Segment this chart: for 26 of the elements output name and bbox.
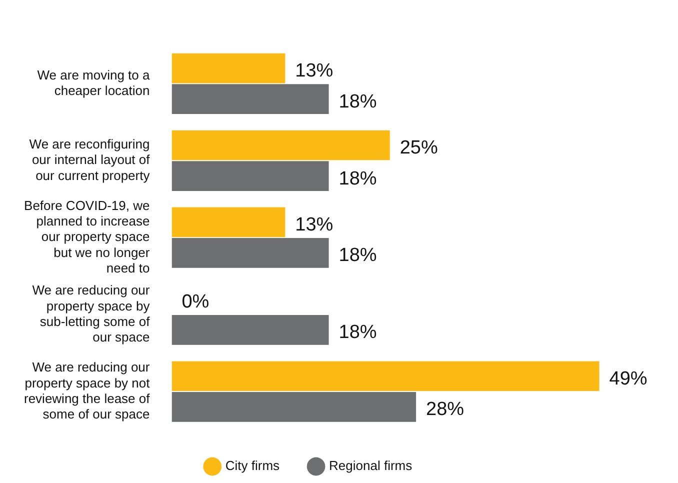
bar xyxy=(172,361,600,392)
bar xyxy=(172,161,329,191)
data-label: 18% xyxy=(338,91,377,112)
y-tick-label: Before COVID-19, we planned to increase our property space but we no longer need to xyxy=(24,198,150,276)
data-label: 18% xyxy=(338,322,377,344)
y-tick-label: We are reducing our property space by sub-letting some of our space xyxy=(32,282,150,345)
bar xyxy=(172,315,329,345)
data-label: 18% xyxy=(338,245,377,266)
y-tick-label: We are reconfiguring our internal layout of our current property xyxy=(29,136,150,183)
bar xyxy=(172,238,329,268)
data-label: 25% xyxy=(400,137,438,158)
data-label: 13% xyxy=(295,214,334,236)
data-label: 0% xyxy=(182,291,210,312)
y-tick-label: We are reducing our property space by not reviewing the lease of some of our space xyxy=(24,360,150,422)
data-label: 18% xyxy=(338,168,377,190)
data-label: 13% xyxy=(295,60,334,82)
bar xyxy=(172,207,286,238)
y-tick-label: We are moving to a cheaper location xyxy=(37,67,151,98)
bar xyxy=(172,53,286,84)
data-label: 28% xyxy=(426,399,464,420)
data-label: 49% xyxy=(609,368,648,390)
legend-label: Regional firms xyxy=(329,458,413,474)
bar xyxy=(172,392,416,422)
bar xyxy=(172,84,329,114)
bar xyxy=(172,130,390,160)
legend-label: City firms xyxy=(225,458,280,474)
